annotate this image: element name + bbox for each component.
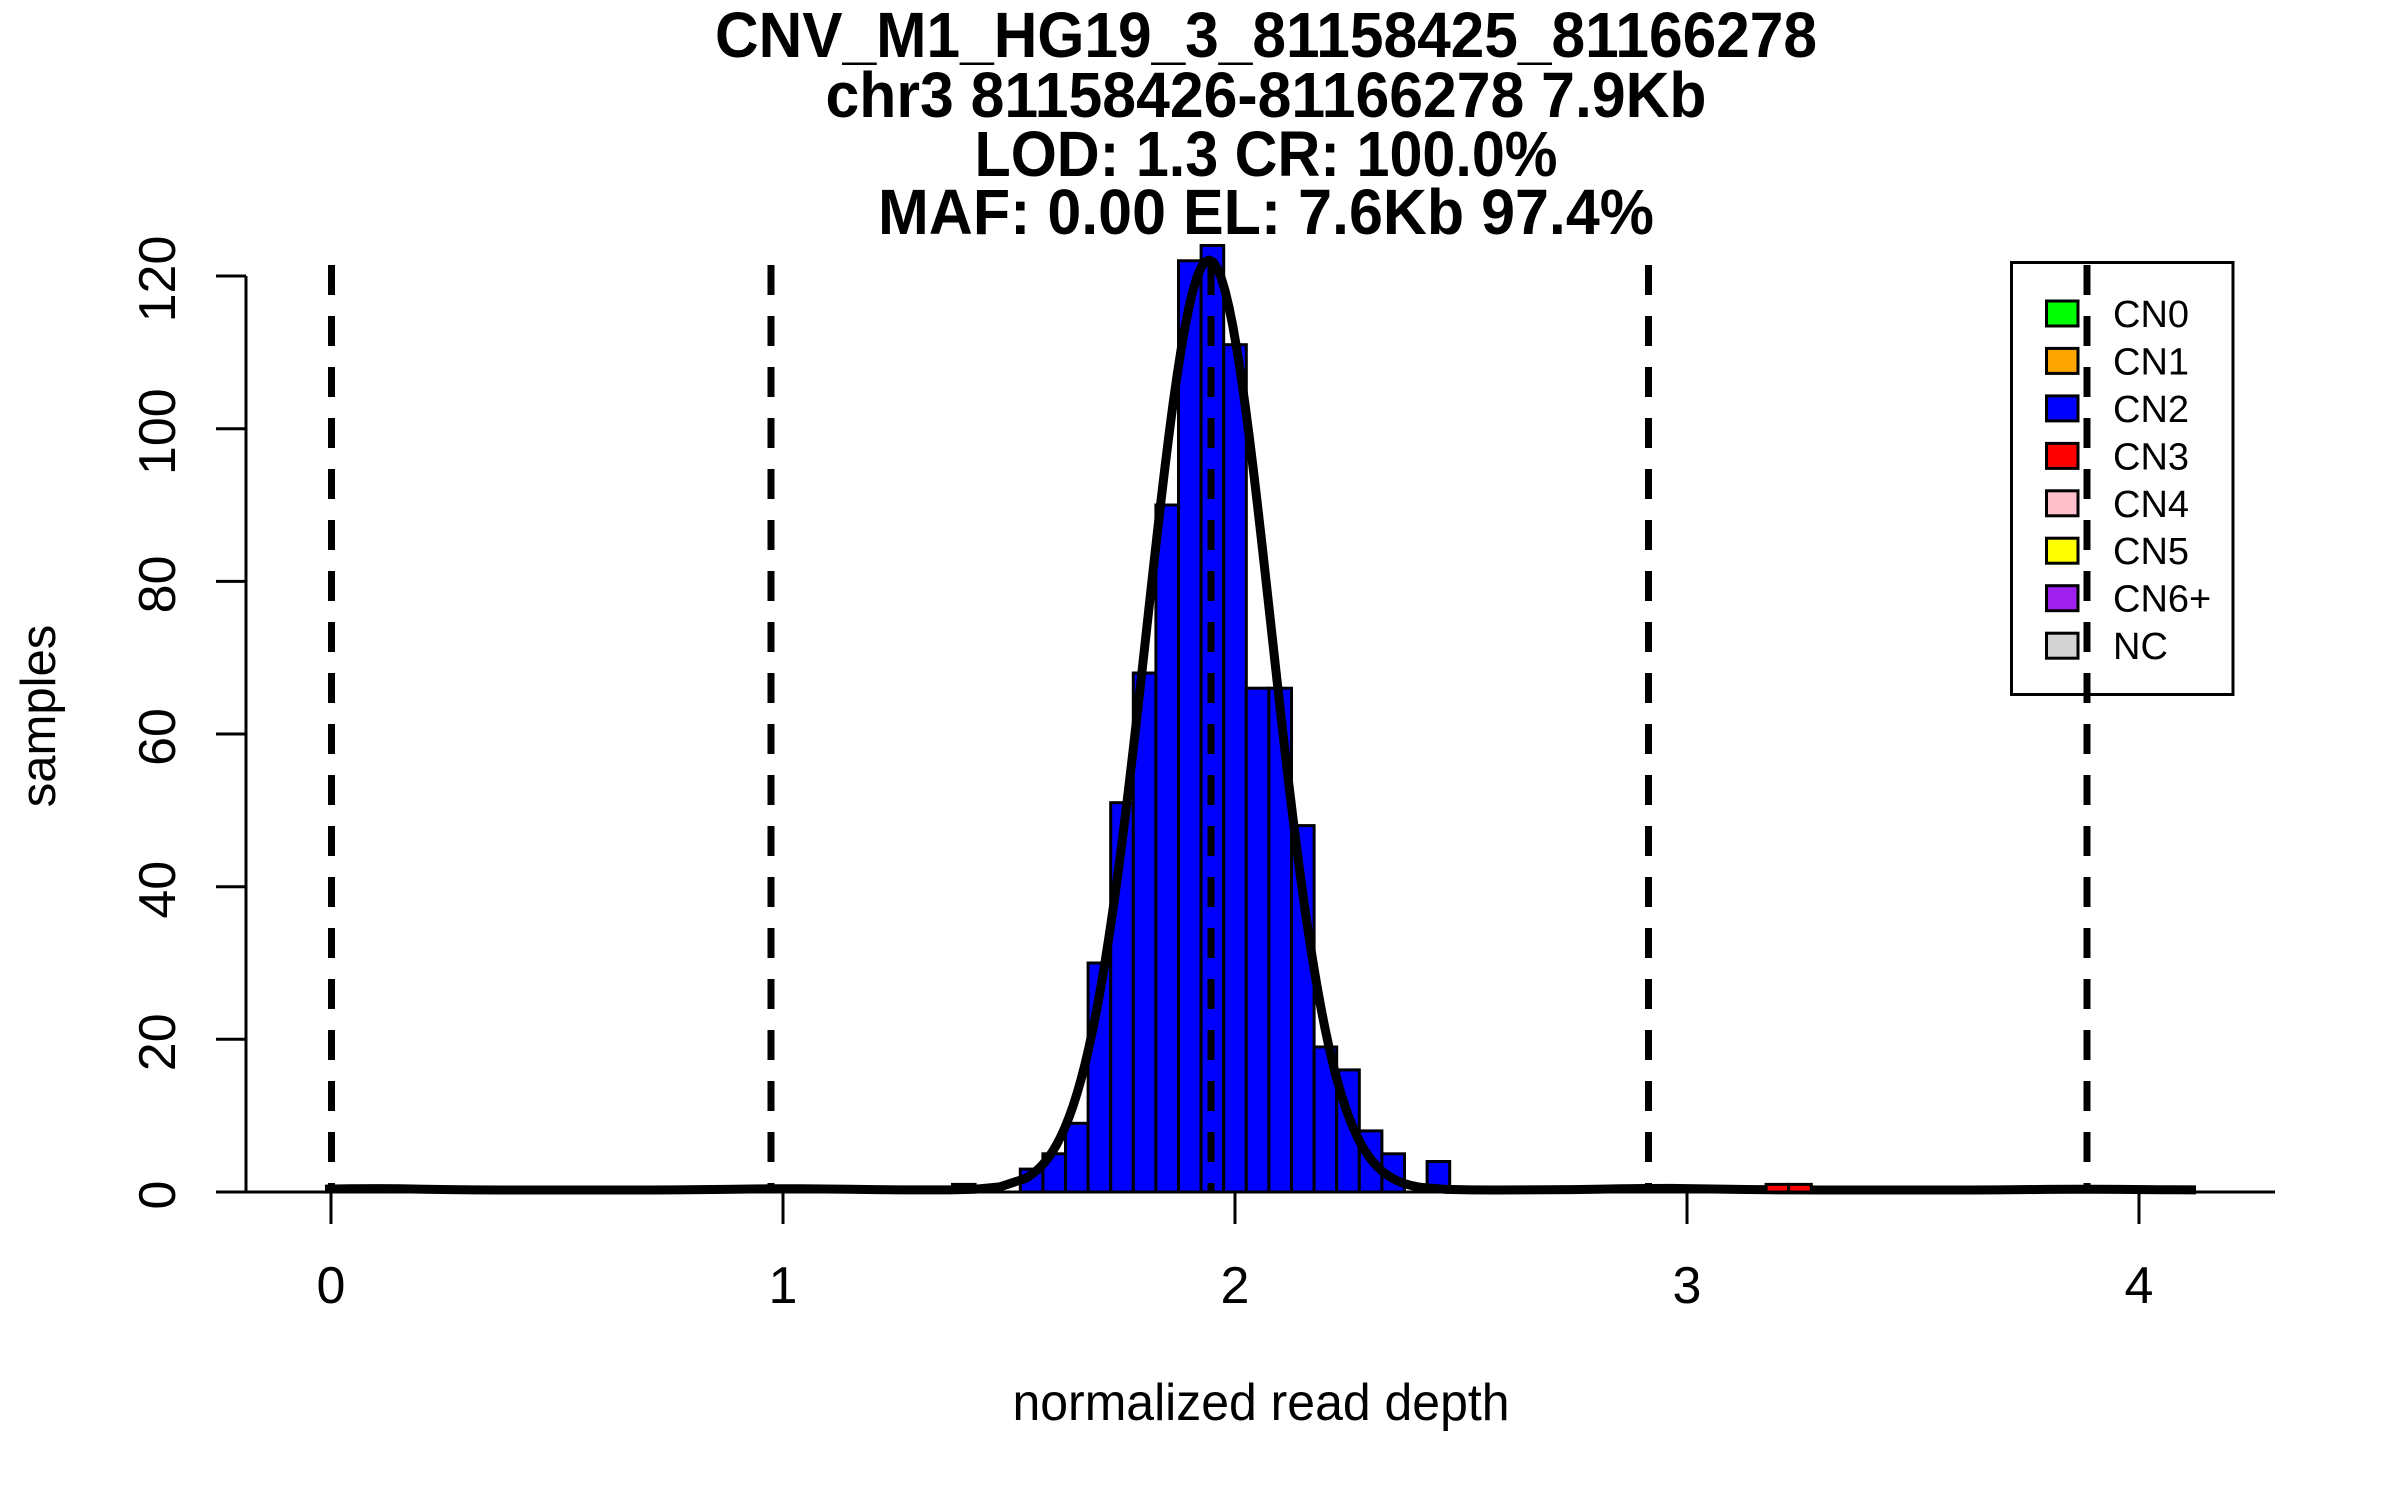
svg-text:CNV_M1_HG19_3_81158425_8116627: CNV_M1_HG19_3_81158425_81166278 xyxy=(715,0,1817,71)
svg-text:40: 40 xyxy=(129,861,187,919)
svg-text:NC: NC xyxy=(2113,626,2168,668)
svg-text:CN6+: CN6+ xyxy=(2113,579,2211,621)
svg-text:CN1: CN1 xyxy=(2113,341,2189,383)
svg-text:samples: samples xyxy=(12,625,66,807)
svg-text:CN4: CN4 xyxy=(2113,484,2189,526)
svg-text:CN2: CN2 xyxy=(2113,389,2189,431)
svg-text:1: 1 xyxy=(769,1257,798,1315)
svg-text:100: 100 xyxy=(129,388,187,475)
svg-text:3: 3 xyxy=(1673,1257,1702,1315)
svg-text:4: 4 xyxy=(2125,1257,2154,1315)
svg-text:LOD: 1.3 CR: 100.0%: LOD: 1.3 CR: 100.0% xyxy=(975,118,1558,190)
svg-text:0: 0 xyxy=(317,1257,346,1315)
svg-text:normalized read depth: normalized read depth xyxy=(1013,1374,1510,1432)
svg-text:20: 20 xyxy=(129,1013,187,1071)
svg-text:chr3 81158426-81166278 7.9Kb: chr3 81158426-81166278 7.9Kb xyxy=(826,59,1707,131)
svg-text:CN0: CN0 xyxy=(2113,294,2189,336)
svg-text:CN5: CN5 xyxy=(2113,531,2189,573)
svg-text:0: 0 xyxy=(129,1181,187,1210)
svg-text:120: 120 xyxy=(129,236,187,323)
svg-text:MAF: 0.00 EL: 7.6Kb 97.4%: MAF: 0.00 EL: 7.6Kb 97.4% xyxy=(878,176,1654,248)
svg-text:2: 2 xyxy=(1221,1257,1250,1315)
svg-text:CN3: CN3 xyxy=(2113,436,2189,478)
svg-text:60: 60 xyxy=(129,708,187,766)
svg-text:80: 80 xyxy=(129,555,187,613)
